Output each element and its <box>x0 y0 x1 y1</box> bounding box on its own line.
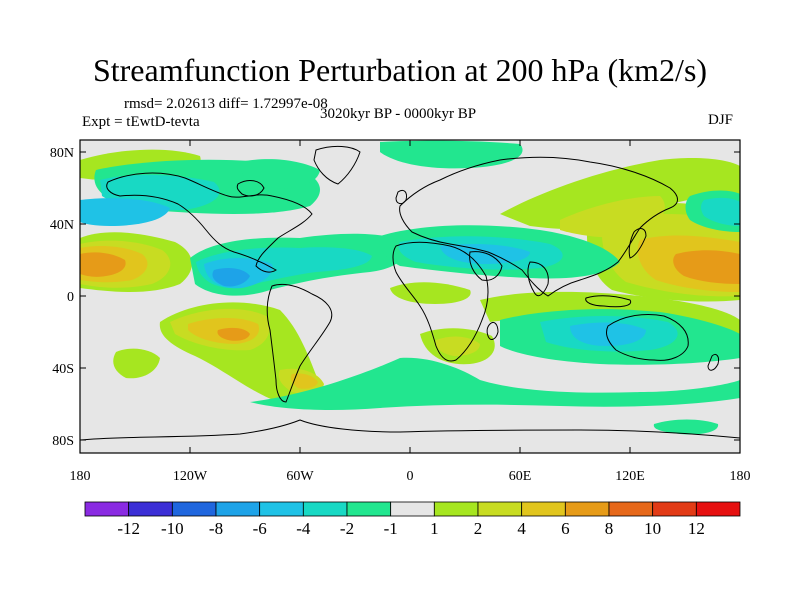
colorbar-label: -4 <box>296 519 311 538</box>
colorbar-box <box>259 501 304 517</box>
colorbar-box <box>652 501 697 517</box>
coastline-japan <box>628 228 647 259</box>
neg-blob-north-europe <box>380 140 523 169</box>
neg-band-middle-east-inner <box>440 244 530 264</box>
pos-blob-southern-africa-core <box>435 336 480 356</box>
pos-blob-se-pacific <box>113 348 160 379</box>
pos-blob-central-pacific-core <box>80 252 126 277</box>
coastline-hudson-bay <box>236 180 265 197</box>
pos-band-east-asia-inner <box>560 196 665 238</box>
colorbar-label: 6 <box>561 519 570 538</box>
coastline-africa <box>392 241 489 362</box>
coastline-madagascar <box>486 321 499 340</box>
coastline-new-zealand <box>707 353 719 371</box>
pos-blob-equatorial-africa <box>390 282 471 304</box>
period-label: 3020kyr BP - 0000kyr BP <box>320 106 477 122</box>
colorbar-label: 1 <box>430 519 439 538</box>
neg-blob-australia-inner <box>570 322 646 346</box>
season-label: DJF <box>708 112 734 128</box>
coastline-europe-asia <box>399 156 678 297</box>
lat-tick-label: 40S <box>52 362 74 377</box>
pos-blob-patagonia-core <box>290 373 318 389</box>
colorbar-box <box>215 501 261 517</box>
coastline-north-america <box>106 172 313 273</box>
lat-tick-label: 80N <box>50 146 74 161</box>
colorbar-label: -12 <box>117 519 140 538</box>
lon-tick-label: 60E <box>509 469 532 484</box>
colorbar-label: -6 <box>253 519 267 538</box>
lon-tick-label: 120W <box>173 469 208 484</box>
colorbar-label: 10 <box>644 519 661 538</box>
lat-tick-label: 0 <box>67 290 74 305</box>
colorbar-box <box>128 501 173 517</box>
colorbar-label: 8 <box>605 519 614 538</box>
neg-band-south-atlantic <box>250 357 740 410</box>
colorbar-label: -1 <box>384 519 398 538</box>
coastline-south-america <box>266 283 333 403</box>
colorbar-label: 2 <box>474 519 483 538</box>
colorbar-box <box>84 501 130 517</box>
lat-tick-label: 40N <box>50 218 74 233</box>
lat-tick-label: 80S <box>52 434 74 449</box>
neg-band-tropical-pacific-core <box>212 268 250 287</box>
coastline-uk <box>395 189 407 205</box>
coastline-indonesia <box>585 295 632 308</box>
colorbar-box <box>302 501 348 517</box>
neg-blob-antarctic <box>653 419 719 435</box>
colorbar-label: -10 <box>161 519 184 538</box>
neg-blob-hudson <box>239 159 320 189</box>
pos-blob-south-america-core <box>217 327 250 341</box>
pos-blob-west-pacific-core <box>673 250 740 284</box>
lon-tick-label: 120E <box>615 469 645 484</box>
colorbar-box <box>171 501 217 517</box>
colorbar-box <box>608 501 654 517</box>
colorbar-label: -8 <box>209 519 223 538</box>
neg-blob-canada-inner <box>80 198 170 226</box>
axis-tick-marks <box>79 140 741 453</box>
experiment-label: Expt = tEwtD-tevta <box>82 114 200 130</box>
chart-title: Streamfunction Perturbation at 200 hPa (… <box>92 52 708 88</box>
lon-tick-label: 0 <box>407 469 414 484</box>
lon-tick-label: 60W <box>286 469 314 484</box>
colorbar-box <box>564 501 610 517</box>
colorbar-box <box>695 501 741 517</box>
colorbar-box <box>433 501 479 517</box>
neg-blob-east-pacific-north-core <box>701 197 740 226</box>
colorbar-label: 4 <box>517 519 526 538</box>
colorbar-label: -2 <box>340 519 354 538</box>
colorbar-box <box>390 501 435 517</box>
colorbar-box <box>477 501 523 517</box>
stats-line: rmsd= 2.02613 diff= 1.72997e-08 <box>124 96 328 112</box>
coastline-australia <box>605 313 689 361</box>
colorbar-box <box>521 501 566 517</box>
colorbar-label: 12 <box>688 519 705 538</box>
pos-band-east-asia <box>500 157 740 230</box>
lon-tick-label: 180 <box>70 469 91 484</box>
coastline-antarctica <box>80 419 740 441</box>
coastline-greenland <box>313 145 361 185</box>
colorbar-box <box>346 501 392 517</box>
lon-tick-label: 180 <box>730 469 751 484</box>
coastline-india <box>527 261 549 297</box>
coastline-arabia <box>469 251 503 281</box>
